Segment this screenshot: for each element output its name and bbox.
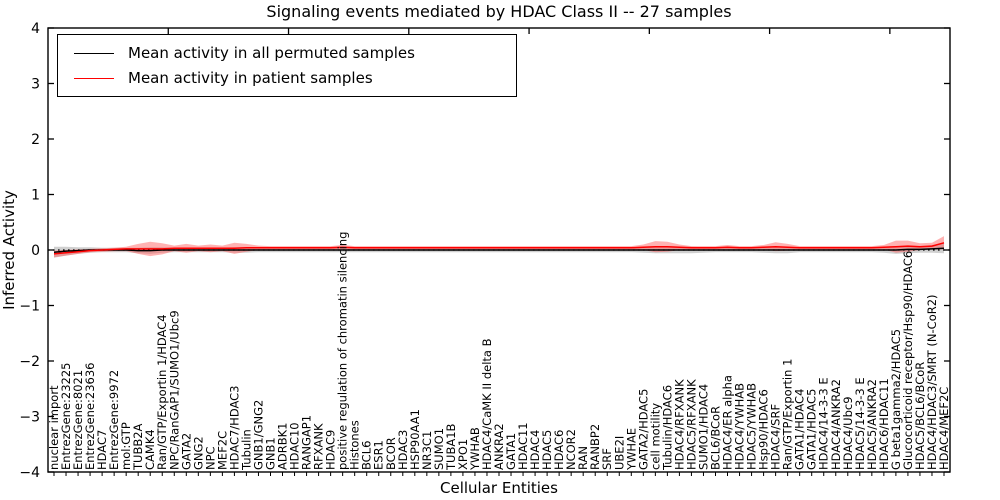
x-entity-label: GATA1/HDAC4 [793,389,807,470]
x-entity-label: HSP90AA1 [408,409,422,470]
x-entity-label: UBE2I [612,436,626,470]
x-entity-label: NCOR2 [564,429,578,470]
x-entity-label: GNB1 [263,437,277,470]
x-entity-label: EntrezGene:23225 [59,363,73,470]
x-entity-label: HDAC4/Ubc9 [841,396,855,470]
x-entity-label: Ran/GTP/Exportin 1 [781,359,795,470]
legend: Mean activity in all permuted samples Me… [57,34,517,97]
x-entity-label: ADRBK1 [276,423,290,470]
x-entity-label: HDAC6/HDAC11 [877,378,891,470]
x-entity-label: TUBB2A [131,423,145,471]
x-entity-label: NPC/RanGAP1/SUMO1/Ubc9 [167,310,181,470]
x-entity-label: TUBA1B [444,423,458,471]
x-entity-label: Hsp90/HDAC6 [757,389,771,470]
x-entity-label: HDAC4/ANKRA2 [829,379,843,470]
y-tick-label: −2 [19,354,40,370]
x-entity-label: positive regulation of chromatin silenci… [336,232,350,470]
x-entity-label: YWHAE [624,428,638,471]
x-entity-label: HDAC11 [516,422,530,470]
x-entity-label: HDAC5/14-3-3 E [853,377,867,470]
x-entity-label: RANBP2 [588,424,602,470]
legend-item-patient: Mean activity in patient samples [58,69,516,87]
x-entity-label: HDAC5/BCL6/BCoR [913,362,927,470]
x-entity-label: HDAC5 [540,430,554,470]
y-tick-label: −1 [19,299,40,315]
x-entity-label: SUMO1 [432,428,446,470]
x-entity-label: HDAC7/HDAC3 [227,386,241,471]
x-entity-label: RANGAP1 [300,415,314,470]
x-entity-label: Glucocorticoid receptor/Hsp90/HDAC6 [901,251,915,470]
x-axis-label: Cellular Entities [440,479,558,497]
x-entity-label: HDAC5/YWHAB [745,383,759,470]
x-entity-label: GNB1/GNG2 [251,400,265,470]
x-entity-label: HDAC4/YWHAB [733,383,747,470]
x-entity-label: HDAC4 [528,430,542,470]
x-entity-label: HDAC4/SRF [769,404,783,470]
x-entity-label: BCL6/BCoR [708,406,722,470]
x-entity-label: HDAC4/RFXANK [672,379,686,470]
x-entity-label: HDAC3 [396,430,410,470]
y-tick-label: −3 [19,410,40,426]
x-entity-label: MEF2C [215,431,229,470]
x-entity-label: EntrezGene:23636 [83,363,97,470]
x-entity-label: GNG2 [191,436,205,470]
x-entity-label: Histones [348,420,362,470]
x-entity-label: HDAC9 [324,430,338,470]
x-entity-label: BCL6 [360,441,374,470]
y-tick-label: 1 [31,188,40,204]
mean-line-permuted [53,247,945,253]
x-entity-label: RFXANK [312,423,326,470]
y-tick-label: 4 [31,21,40,37]
x-entity-label: RAN [576,446,590,470]
x-entity-label: EntrezGene:9972 [107,370,121,470]
y-tick-label: 2 [31,132,40,148]
x-entity-label: HDAC5/RFXANK [684,379,698,470]
patient-line-swatch-icon [74,77,114,79]
x-entity-label: HDAC4/HDAC3/SMRT (N-CoR2) [925,294,939,470]
x-entity-label: BCOR [384,437,398,470]
x-entity-label: SUMO1/HDAC4 [696,384,710,470]
x-entity-label: HDAC6 [552,430,566,470]
x-entity-label: HDAC4/MEF2C [937,387,951,470]
x-entity-label: HDAC4/CaMK II delta B [480,338,494,470]
x-entity-label: mol:GTP [119,422,133,470]
x-entity-label: HDAC7 [95,430,109,470]
y-tick-label: 3 [31,77,40,93]
permuted-line-swatch-icon [74,52,114,54]
x-entity-label: GATA1 [504,433,518,470]
x-entity-label: G beta1gamma2/HDAC5 [889,329,903,470]
x-entity-label: HDAC4/ER alpha [721,375,735,470]
band-patient [54,236,944,258]
chart-title: Signaling events mediated by HDAC Class … [266,2,732,21]
legend-item-permuted: Mean activity in all permuted samples [58,44,516,62]
y-tick-label: −4 [19,465,40,481]
x-entity-label: XPO1 [456,439,470,470]
x-entity-label: SRF [600,448,614,470]
x-entity-label: HDAC4/14-3-3 E [817,377,831,470]
x-entity-label: Tubulin [239,429,253,471]
x-entity-label: cell motility [648,403,662,470]
x-entity-label: NR3C1 [420,431,434,470]
x-entity-label: Tubulin/HDAC6 [660,385,674,471]
legend-label-patient: Mean activity in patient samples [128,69,373,87]
x-entity-label: GATA2 [179,433,193,470]
x-entity-label: EntrezGene:8021 [71,370,85,470]
y-tick-label: 0 [31,243,40,259]
x-entity-label: YWHAB [468,427,482,471]
x-entity-label: CAMK4 [143,429,157,470]
legend-label-permuted: Mean activity in all permuted samples [128,44,415,62]
x-entity-label: ESR1 [372,440,386,470]
mean-line-patient [53,242,945,255]
x-entity-label: Ran/GTP/Exportin 1/HDAC4 [155,314,169,470]
x-entity-label: nuclear import [47,385,61,470]
x-entity-label: GATA2/HDAC5 [636,389,650,470]
x-entity-label: HDAC10 [288,422,302,470]
x-entity-label: HDAC5/ANKRA2 [865,379,879,470]
x-entity-label: ANKRA2 [492,423,506,470]
x-entity-label: NPC [203,446,217,470]
x-entity-label: GATA1/HDAC5 [805,389,819,470]
